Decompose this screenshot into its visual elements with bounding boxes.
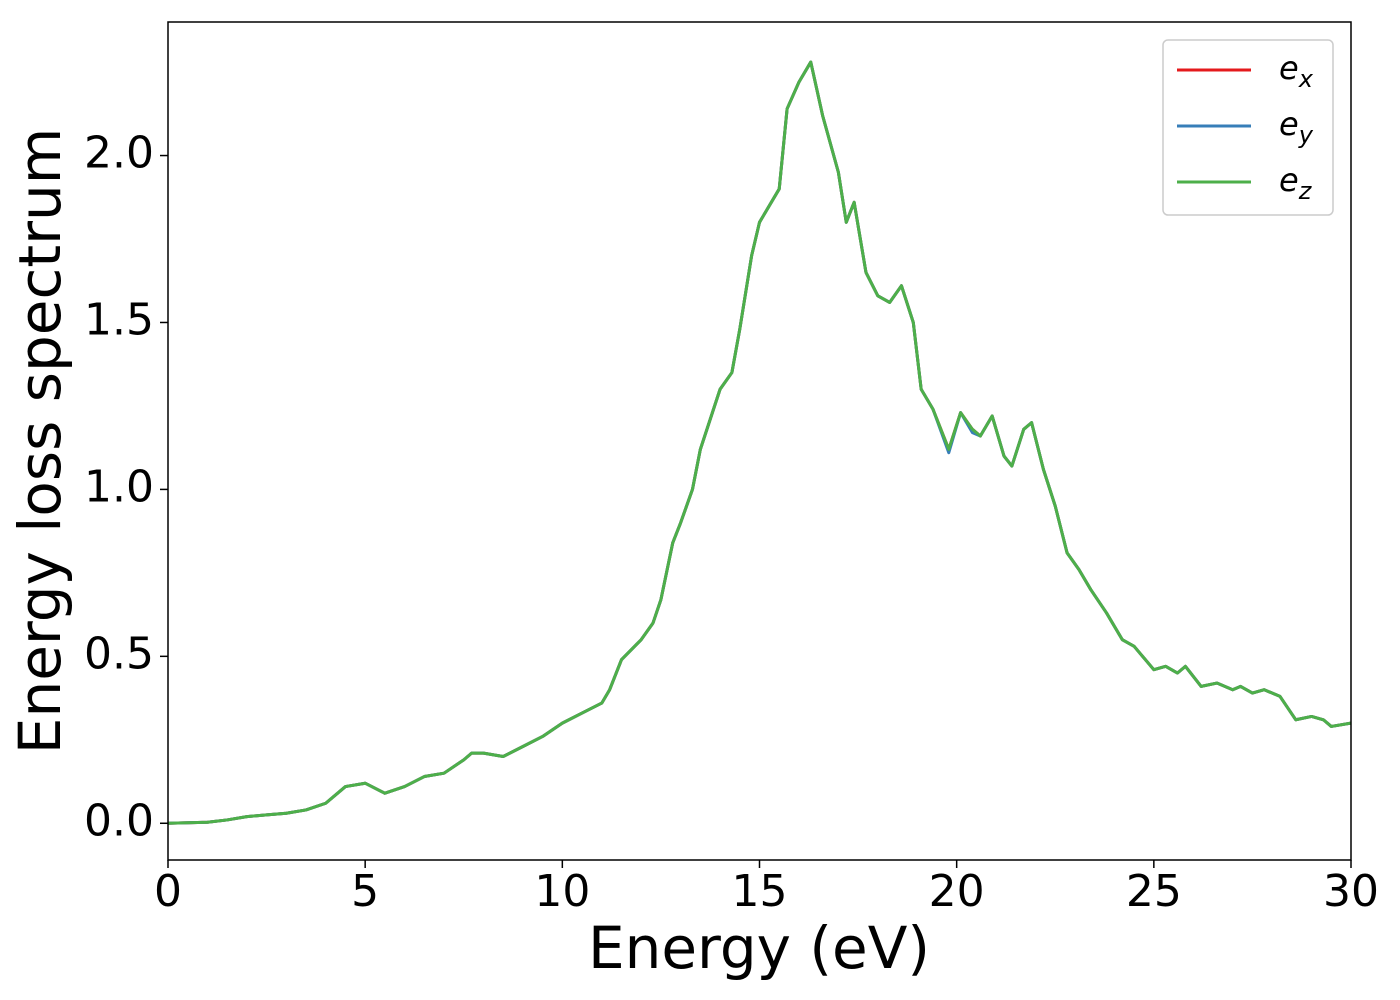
y-tick-label: 0.5	[84, 628, 154, 679]
y-tick-label: 0.0	[84, 795, 154, 846]
y-tick-label: 1.0	[84, 461, 154, 512]
x-tick-label: 30	[1323, 866, 1379, 917]
x-tick-label: 25	[1126, 866, 1182, 917]
x-tick-label: 0	[154, 866, 182, 917]
legend-label: ex	[1279, 49, 1314, 93]
x-tick-label: 10	[534, 866, 590, 917]
y-tick-label: 1.5	[84, 294, 154, 345]
y-tick-label: 2.0	[84, 128, 154, 179]
x-tick-label: 15	[732, 866, 788, 917]
plot-frame	[167, 21, 1352, 861]
y-axis-label: Energy loss spectrum	[6, 128, 74, 754]
legend-label: ey	[1279, 105, 1314, 149]
x-axis-label: Energy (eV)	[588, 914, 930, 982]
legend-label: ez	[1279, 161, 1313, 205]
x-tick-label: 20	[929, 866, 985, 917]
series-line	[168, 60, 1351, 825]
x-tick-label: 5	[351, 866, 379, 917]
